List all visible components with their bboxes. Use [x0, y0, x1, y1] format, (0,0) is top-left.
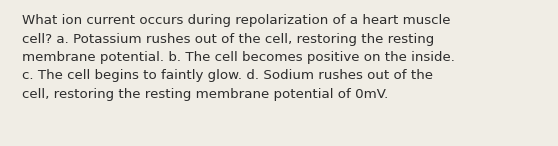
Text: What ion current occurs during repolarization of a heart muscle
cell? a. Potassi: What ion current occurs during repolariz…: [22, 14, 455, 101]
